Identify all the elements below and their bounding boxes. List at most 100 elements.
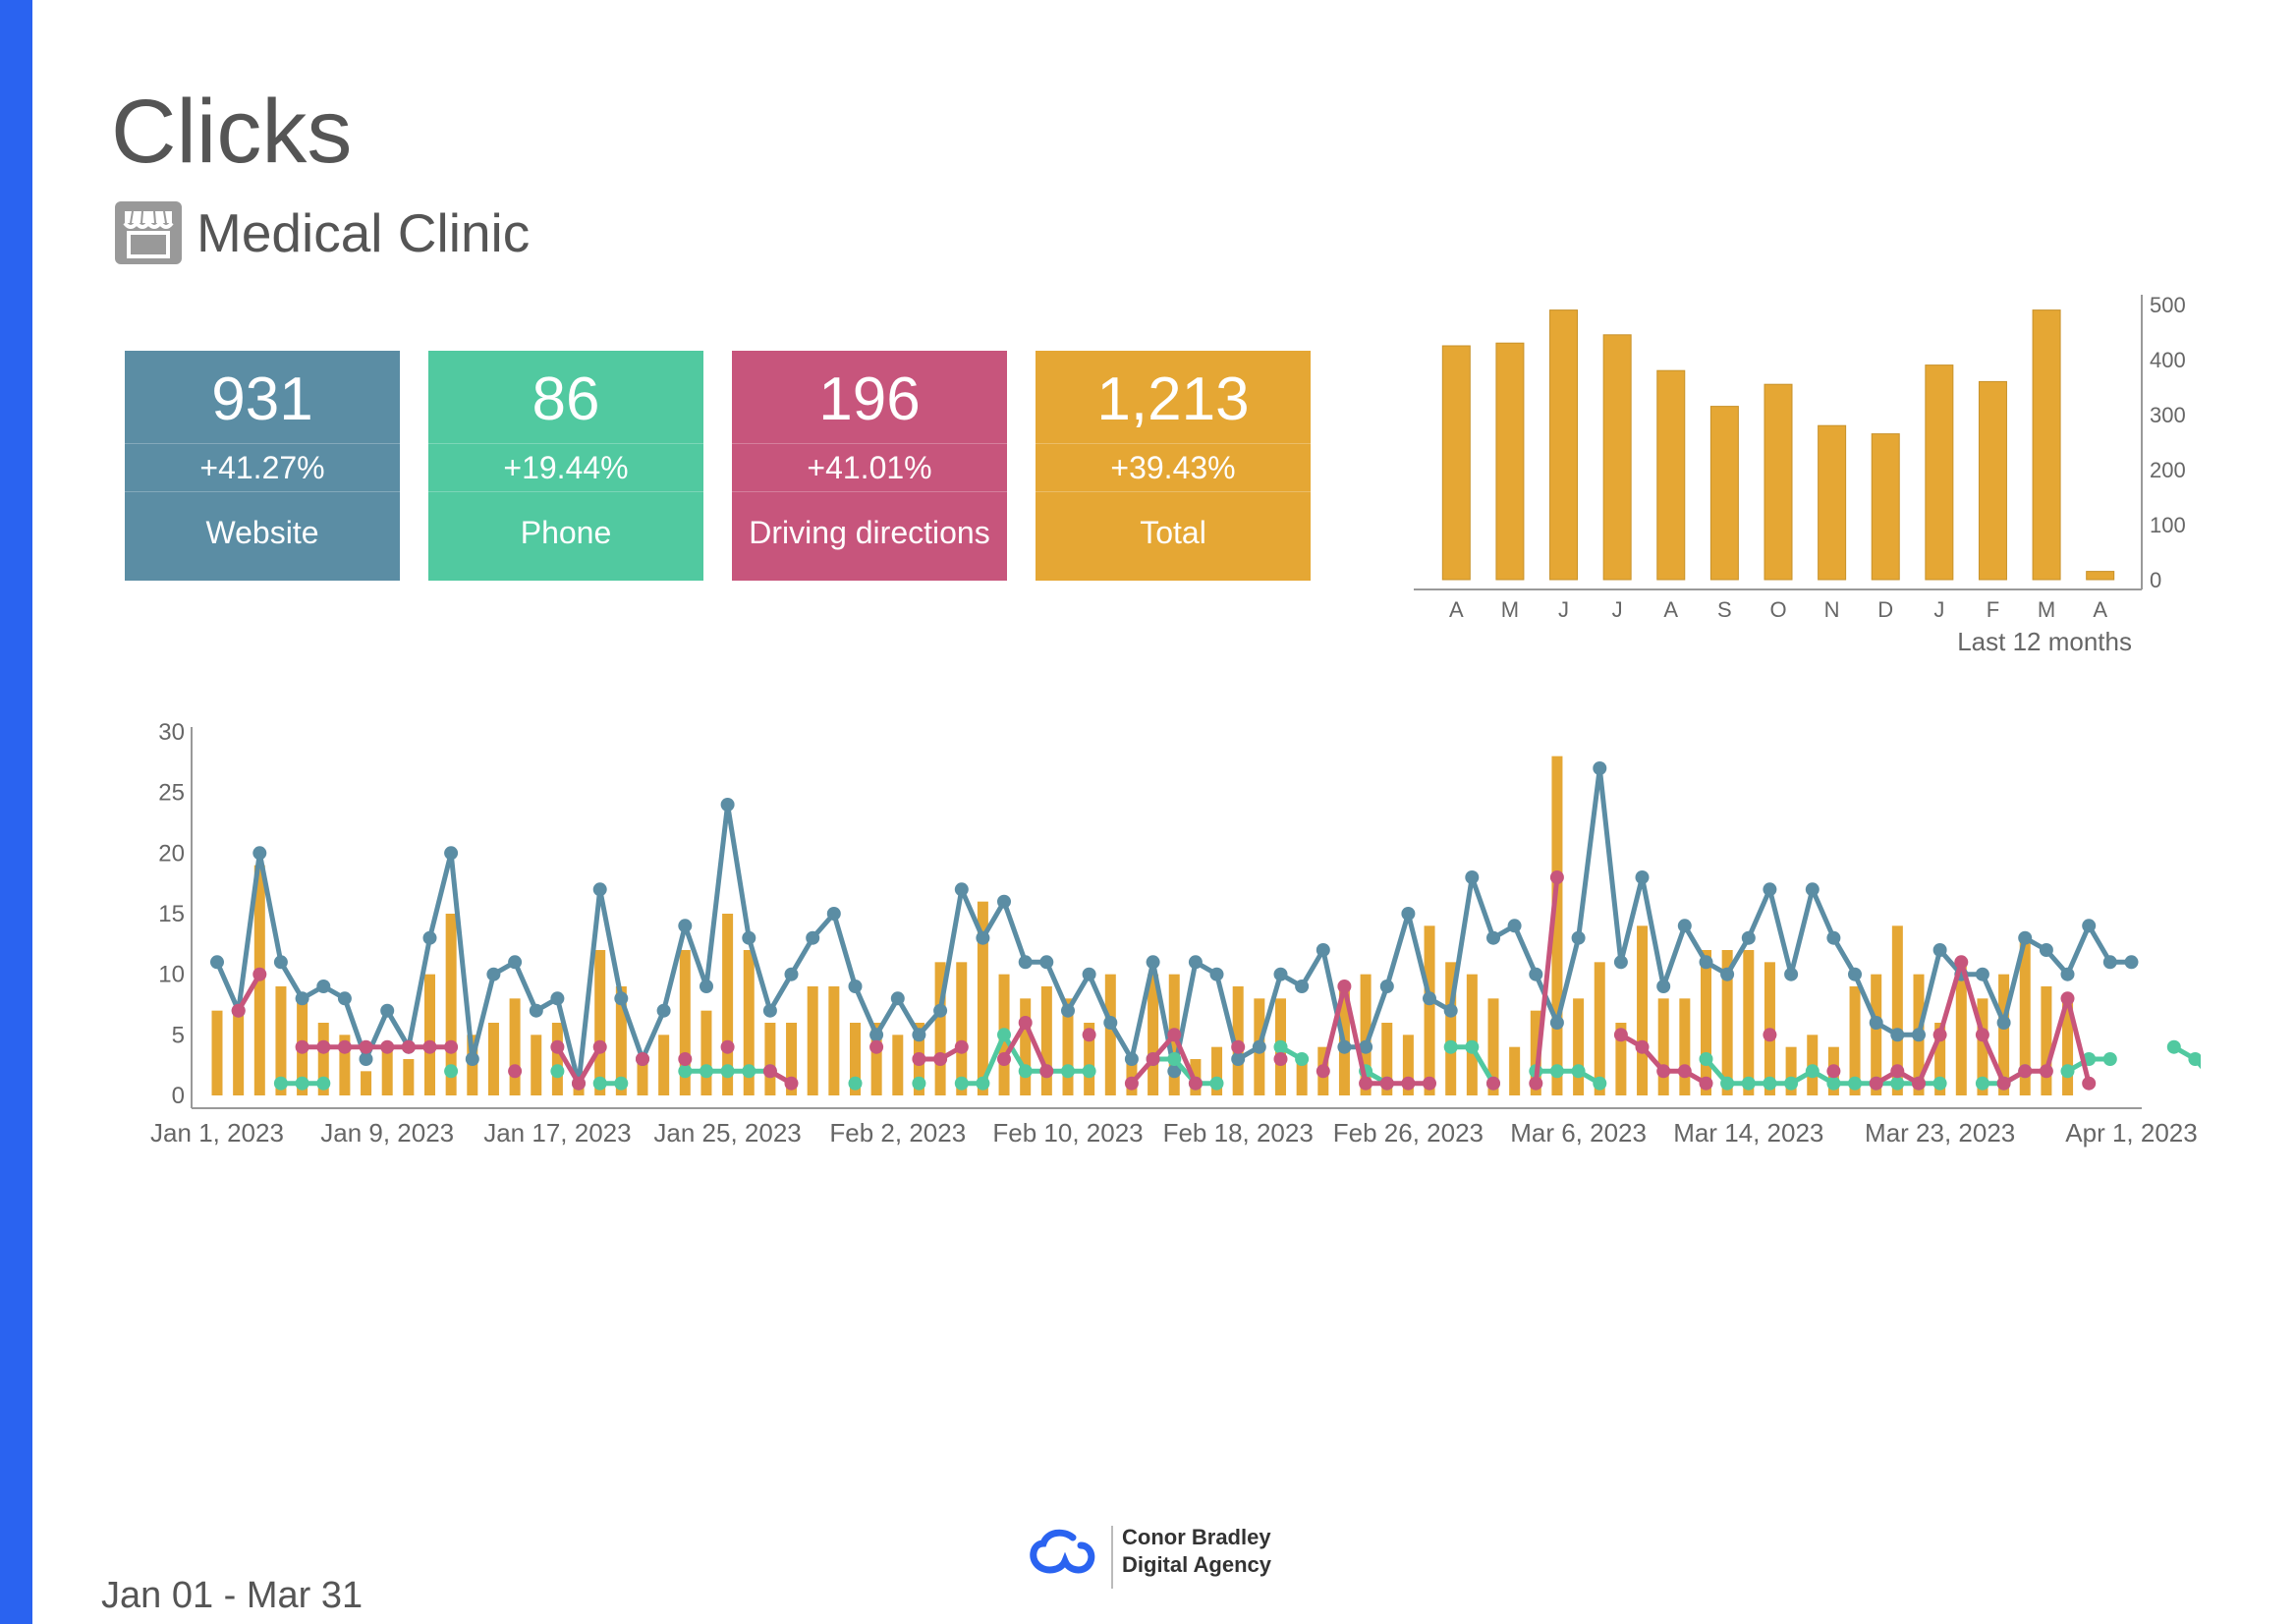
phone-series-line (1152, 1056, 1217, 1087)
phone-series-point (2102, 1052, 2117, 1066)
website-series-point (1613, 955, 1628, 970)
website-series-point (1635, 870, 1650, 884)
directions-series-point (1401, 1076, 1416, 1091)
website-series-point (1231, 1052, 1246, 1066)
y-tick-label: 0 (172, 1083, 185, 1109)
directions-series-point (1763, 1028, 1777, 1042)
website-series-point (1848, 967, 1862, 981)
kpi-label: Phone (520, 515, 612, 550)
website-series-point (1082, 967, 1096, 981)
directions-series-point (1890, 1064, 1905, 1079)
bar (424, 974, 435, 1095)
website-series-point (1103, 1016, 1118, 1030)
website-series-point (1295, 980, 1310, 993)
phone-series-point (1082, 1064, 1096, 1079)
website-series-point (252, 846, 267, 861)
bar (1509, 1046, 1521, 1095)
website-series-point (1549, 1016, 1564, 1030)
bar (339, 1035, 351, 1095)
website-series-point (1465, 870, 1480, 884)
bar (1551, 756, 1563, 1095)
bar (2041, 986, 2052, 1095)
website-series-point (2060, 967, 2075, 981)
phone-series-point (1443, 1039, 1458, 1054)
website-series-point (1763, 882, 1777, 897)
x-tick-label: N (1824, 597, 1840, 622)
bar (1818, 424, 1847, 581)
website-series-point (1975, 967, 1989, 981)
website-series-point (380, 1003, 395, 1018)
directions-series-point (1273, 1052, 1288, 1066)
bar (1721, 950, 1733, 1095)
bar (1709, 406, 1739, 581)
phone-series-point (1295, 1052, 1310, 1066)
bar (275, 986, 287, 1095)
kpi-label: Driving directions (749, 515, 990, 550)
website-series-point (1805, 882, 1820, 897)
directions-series-point (912, 1052, 926, 1066)
kpi-card-phone: 86 +19.44% Phone (428, 351, 703, 581)
website-series-point (2124, 955, 2139, 970)
x-tick-label: Feb 10, 2023 (992, 1118, 1143, 1148)
directions-series-point (1146, 1052, 1160, 1066)
bar (658, 1035, 670, 1095)
x-tick-label: F (1987, 597, 1999, 622)
website-series-point (656, 1003, 671, 1018)
bar (1657, 998, 1669, 1095)
kpi-value: 931 (211, 365, 313, 433)
bar (1573, 998, 1585, 1095)
bar (1296, 1059, 1308, 1095)
left-accent-bar (0, 0, 32, 1624)
directions-series-point (422, 1039, 437, 1054)
phone-series-point (1720, 1076, 1735, 1091)
directions-series-point (1826, 1064, 1841, 1079)
y-tick-label: 0 (2150, 568, 2161, 592)
phone-series-point (2060, 1064, 2075, 1079)
website-series-point (1507, 919, 1522, 933)
kpi-change: +41.27% (125, 443, 400, 492)
website-series-point (1720, 967, 1735, 981)
website-series-point (890, 991, 905, 1006)
website-series-point (997, 894, 1011, 909)
bar (637, 1059, 648, 1095)
x-tick-label: M (1501, 597, 1519, 622)
phone-series-point (1465, 1039, 1480, 1054)
phone-series-point (1848, 1076, 1862, 1091)
kpi-change: +39.43% (1036, 443, 1311, 492)
website-series-point (976, 930, 990, 945)
directions-series-point (720, 1039, 735, 1054)
bar (1084, 1023, 1095, 1095)
date-range: Jan 01 - Mar 31 (101, 1575, 364, 1616)
website-series-point (1337, 1039, 1352, 1054)
directions-series-point (1677, 1064, 1692, 1079)
x-tick-label: Mar 23, 2023 (1865, 1118, 2015, 1148)
directions-series-point (337, 1039, 352, 1054)
phone-series-point (1975, 1076, 1989, 1091)
kpi-value: 86 (532, 365, 600, 433)
bar (403, 1059, 415, 1095)
x-tick-label: A (1449, 597, 1464, 622)
directions-series-point (1635, 1039, 1650, 1054)
bar (2062, 998, 2074, 1095)
directions-series-point (1869, 1076, 1883, 1091)
website-series-point (1061, 1003, 1075, 1018)
phone-series-point (1061, 1064, 1075, 1079)
directions-series-point (869, 1039, 884, 1054)
x-tick-label: Mar 14, 2023 (1673, 1118, 1823, 1148)
directions-series-point (1167, 1028, 1182, 1042)
bar (1360, 974, 1372, 1095)
website-series-point (337, 991, 352, 1006)
directions-series-point (1124, 1076, 1139, 1091)
website-series-point (1209, 967, 1224, 981)
website-series-point (465, 1052, 479, 1066)
bar (1615, 1023, 1627, 1095)
website-series-point (1932, 943, 1947, 957)
website-series-point (1593, 761, 1607, 775)
phone-series-point (1549, 1064, 1564, 1079)
bar (870, 1023, 882, 1095)
website-series-point (1529, 967, 1543, 981)
phone-series-point (316, 1076, 331, 1091)
website-series-point (2039, 943, 2053, 957)
phone-series-point (2166, 1039, 2181, 1054)
x-tick-label: O (1769, 597, 1786, 622)
